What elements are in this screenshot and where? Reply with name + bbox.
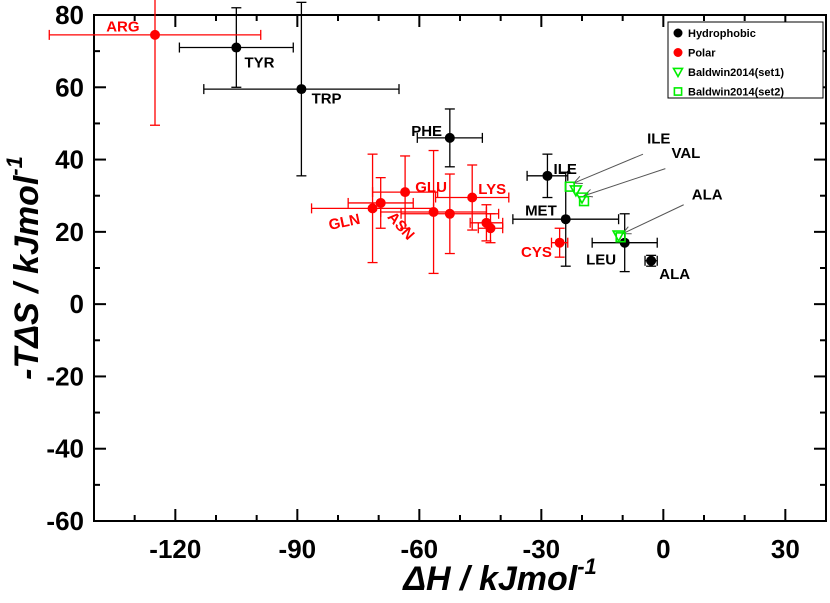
error-bar <box>477 213 504 244</box>
point-label: VAL <box>671 145 700 162</box>
y-tick-label: -20 <box>46 361 84 391</box>
annotation-arrow <box>582 168 666 198</box>
arrow-head <box>582 189 594 198</box>
data-point <box>375 197 386 208</box>
y-tick-label: 20 <box>55 217 84 247</box>
x-tick-label: -60 <box>401 534 439 564</box>
arrow-shaft <box>573 153 644 184</box>
y-tick-label: 40 <box>55 145 84 175</box>
data-point <box>467 192 478 203</box>
data-point <box>673 28 683 38</box>
point-label: CYS <box>521 244 552 261</box>
data-point <box>615 232 626 243</box>
data-point <box>296 84 307 95</box>
data-point <box>646 255 657 266</box>
point-label: GLN <box>327 211 362 234</box>
data-point <box>367 203 378 214</box>
x-axis-title: ΔH / kJmol-1 <box>401 554 597 598</box>
point-label: GLU <box>415 179 447 196</box>
data-point <box>560 214 571 225</box>
y-tick-label: 0 <box>70 289 84 319</box>
error-bars <box>48 0 658 275</box>
y-tick-label: -40 <box>46 434 84 464</box>
arrow-shaft <box>622 204 684 235</box>
data-point <box>485 223 496 234</box>
y-tick-label: 60 <box>55 72 84 102</box>
data-point <box>444 208 455 219</box>
axes: -120 -90 -60 -30 0 30 -60 -40 -20 0 20 40 60 80 <box>46 0 827 564</box>
point-label: PHE <box>411 123 442 140</box>
legend-label: Baldwin2014(set1) <box>688 67 784 79</box>
data-point <box>231 42 242 53</box>
data-point <box>564 181 576 192</box>
point-label: LYS <box>478 181 506 198</box>
x-tick-label: -120 <box>149 534 201 564</box>
data-point <box>400 187 411 198</box>
legend-label: Polar <box>688 48 716 60</box>
point-label: TYR <box>244 54 274 71</box>
y-tick-label: 80 <box>55 0 84 30</box>
point-label: ALA <box>692 186 723 203</box>
point-label: MET <box>525 203 557 220</box>
legend: Hydrophobic Polar Baldwin2014(set1) Baldwin… <box>667 21 824 99</box>
annotation-arrows <box>572 153 684 235</box>
arrow-shaft <box>583 168 666 197</box>
legend-label: Baldwin2014(set2) <box>688 87 784 99</box>
data-point <box>575 192 589 205</box>
point-label: ILE <box>647 130 670 147</box>
y-tick-label: -60 <box>46 506 84 536</box>
x-tick-label: -90 <box>279 534 317 564</box>
data-point <box>554 237 565 248</box>
data-points <box>150 29 657 266</box>
point-label: ILE <box>554 161 577 178</box>
point-label: TRP <box>312 91 342 108</box>
x-tick-label: -30 <box>523 534 561 564</box>
legend-box <box>667 21 824 99</box>
data-point <box>672 67 684 79</box>
data-point <box>444 132 455 143</box>
point-label: ARG <box>106 18 139 35</box>
point-label: ALA <box>659 266 690 283</box>
data-point <box>673 48 683 57</box>
x-tick-label: 0 <box>656 534 670 564</box>
point-label: LEU <box>586 251 616 268</box>
y-axis-title: -TΔS / kJmol-1 <box>2 156 46 380</box>
data-point <box>673 87 683 96</box>
data-point <box>619 237 630 248</box>
data-point <box>542 170 553 181</box>
legend-label: Hydrophobic <box>688 28 756 40</box>
x-tick-label: 30 <box>771 534 800 564</box>
annotation-arrow <box>621 204 684 235</box>
data-point <box>150 29 160 40</box>
data-point <box>578 195 590 207</box>
data-point <box>428 206 439 217</box>
